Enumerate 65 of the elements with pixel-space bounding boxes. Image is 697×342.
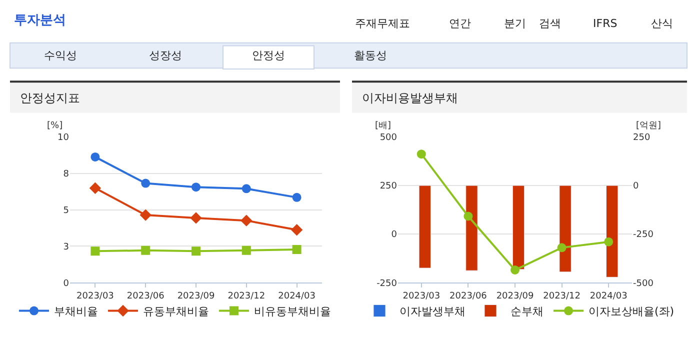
text: 연간	[449, 17, 471, 30]
point	[89, 182, 102, 194]
point	[242, 184, 251, 194]
y-tick-label: 250	[380, 182, 398, 192]
x-tick-label: 2023/03	[402, 291, 440, 302]
point	[90, 152, 100, 162]
point	[510, 265, 520, 274]
y2-tick-label: 250	[633, 133, 650, 144]
point	[416, 150, 426, 159]
x-tick-label: 2023/09	[177, 291, 215, 302]
text: 산식	[651, 17, 673, 30]
legend-label: 이자보상배율(좌)	[588, 305, 674, 318]
legend-label: 비유동부채비율	[254, 305, 331, 318]
point	[292, 245, 302, 254]
y2-tick-label: -250	[633, 230, 654, 240]
legend-label: 순부채	[510, 305, 544, 318]
x-tick-label: 2023/09	[496, 291, 534, 302]
point	[192, 182, 200, 192]
point	[557, 243, 566, 252]
point	[141, 178, 150, 188]
y-tick-label: 10	[58, 133, 70, 144]
point	[604, 237, 614, 246]
text: 검색	[539, 17, 561, 30]
point	[192, 246, 200, 256]
point	[290, 224, 303, 236]
text: 활동성	[354, 49, 387, 62]
point	[140, 209, 152, 221]
point	[292, 192, 302, 202]
text: 안정성	[252, 49, 285, 62]
text: 성장성	[149, 49, 182, 62]
y-tick-label: 0	[391, 230, 398, 240]
x-tick-label: 2023/06	[450, 291, 488, 302]
x-tick-label: 2023/06	[126, 291, 165, 302]
legend-label: 이자발생부채	[400, 305, 466, 318]
point	[242, 246, 251, 255]
y2-tick-label: -500	[633, 278, 654, 289]
y-tick-label: 3	[63, 242, 69, 252]
legend-label: 유동부채비율	[143, 305, 209, 318]
text: 분기	[504, 17, 526, 30]
x-tick-label: 2023/03	[76, 291, 114, 302]
y2-tick-label: 0	[633, 182, 639, 192]
text: 주재무제표	[355, 17, 410, 30]
y2-axis-title: [억원]	[636, 121, 662, 131]
point	[240, 214, 252, 226]
point	[141, 246, 150, 255]
y-tick-label: 5	[63, 206, 69, 216]
x-tick-label: 2024/03	[278, 291, 316, 302]
point	[464, 212, 473, 221]
point	[90, 246, 100, 256]
y-tick-label: -250	[376, 278, 398, 289]
text: 수익성	[44, 49, 77, 62]
y-tick-label: 500	[380, 133, 398, 144]
legend-label: 부채비율	[54, 305, 98, 318]
x-tick-label: 2023/12	[543, 291, 580, 302]
text: IFRS	[593, 17, 618, 30]
point	[190, 212, 202, 224]
y-tick-label: 0	[63, 278, 70, 289]
x-tick-label: 2023/12	[228, 291, 266, 302]
chart-title: 이자비용발생부채	[362, 91, 458, 105]
chart-title: 안정성지표	[20, 91, 80, 105]
y-tick-label: 8	[63, 170, 70, 180]
y-axis-title: [%]	[47, 121, 63, 131]
y-axis-title: [배]	[375, 121, 392, 131]
x-tick-label: 2024/03	[590, 291, 628, 302]
text: 투자분석	[14, 13, 66, 28]
